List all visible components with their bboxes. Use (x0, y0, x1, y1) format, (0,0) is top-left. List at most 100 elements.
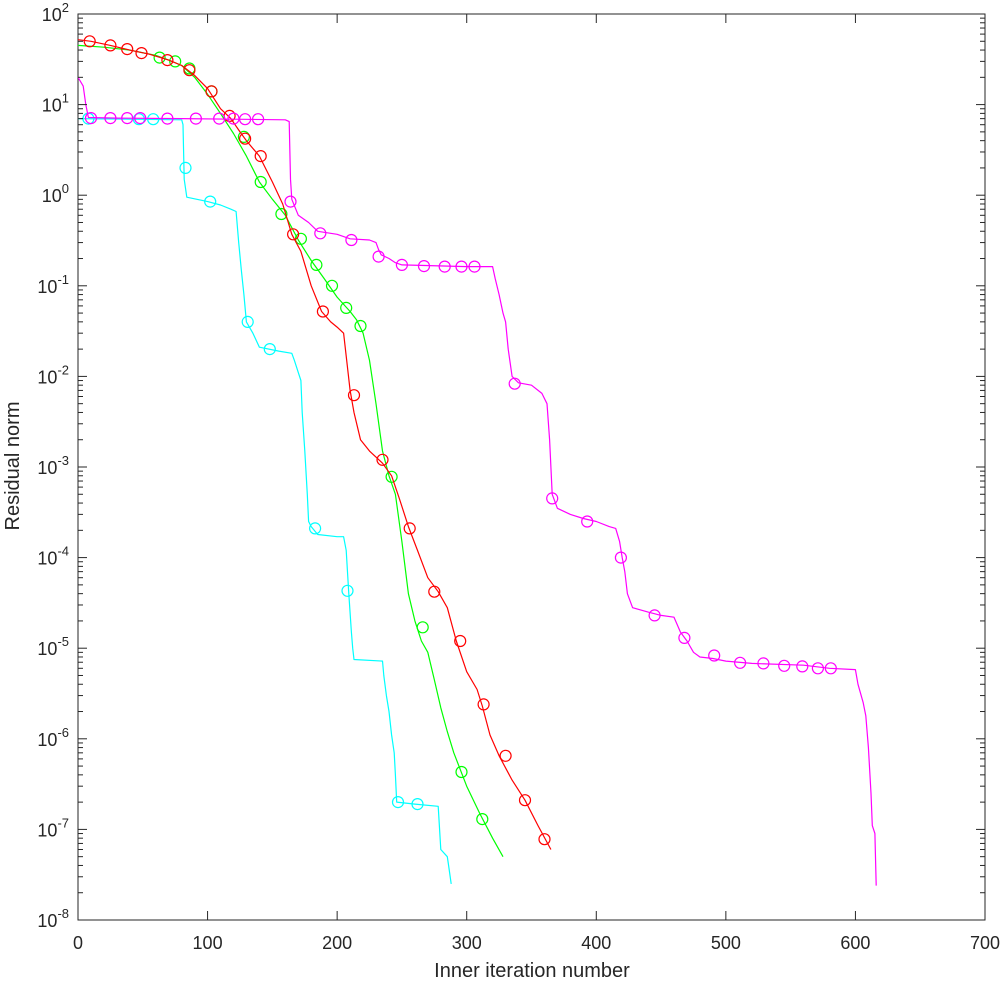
series-4-marker (161, 112, 174, 125)
series-3-marker (183, 64, 196, 77)
x-tick-label: 500 (711, 933, 741, 953)
series-3-marker (316, 305, 329, 318)
series-4-marker (648, 609, 661, 622)
series-4-marker (213, 112, 226, 125)
series-2-marker (455, 765, 468, 779)
series-1-marker (309, 522, 322, 535)
x-tick-label: 0 (73, 933, 83, 953)
series-4-marker (345, 233, 358, 247)
series-4-marker (121, 111, 134, 125)
series-3-marker (135, 46, 148, 60)
series-2-marker (325, 279, 339, 292)
series-1-marker (204, 195, 217, 208)
series-1-marker (179, 161, 192, 174)
series-1-marker (147, 113, 160, 126)
series-4-marker (757, 657, 770, 670)
plot-box (77, 13, 986, 921)
y-tick-label: 10-6 (37, 725, 69, 750)
y-tick-label: 101 (42, 91, 69, 116)
y-tick-label: 10-5 (37, 634, 69, 659)
series-2-marker (254, 175, 267, 189)
series-1-marker (411, 797, 424, 811)
series-4-line (78, 76, 877, 886)
axes-layer: 0 100 200 300 400 500 600 700 10-8 10-7 10-6 10-5 10… (37, 0, 1000, 953)
series-2-marker (237, 130, 250, 143)
series-4-marker (455, 260, 468, 273)
y-tick-label: 10-8 (37, 906, 69, 931)
series-4-marker (189, 112, 202, 125)
series-4-marker (417, 260, 431, 273)
series-4-marker (778, 659, 791, 672)
series-2 (78, 44, 504, 857)
series-4-marker (796, 660, 809, 673)
series-2-marker (385, 470, 398, 483)
series-2-marker (153, 51, 166, 64)
series-4-marker (614, 551, 628, 564)
series-3-marker (254, 150, 267, 163)
series-3-marker (518, 794, 532, 807)
series-4-marker (104, 111, 117, 125)
series-4 (78, 76, 877, 886)
series-4-marker (546, 492, 559, 505)
series-1-marker (241, 315, 254, 328)
x-tick-label: 100 (193, 933, 223, 953)
series-1-marker (132, 113, 145, 126)
series-3-marker (477, 698, 490, 711)
series-3-marker (454, 634, 467, 648)
series-4-marker (134, 111, 147, 125)
x-tick-label: 700 (970, 933, 1000, 953)
series-4-marker (284, 195, 297, 208)
series-2-marker (340, 301, 353, 314)
x-axis-label: Inner iteration number (434, 960, 630, 982)
series-4-marker (395, 258, 408, 271)
series-4-marker (508, 377, 521, 390)
series-3-marker (121, 42, 134, 56)
y-tick-label: 10-3 (37, 453, 69, 478)
y-tick-label: 10-1 (37, 272, 69, 297)
series-2-marker (169, 55, 182, 68)
series-1-marker (391, 795, 405, 809)
series-1-line (78, 118, 452, 884)
series-3-marker (347, 389, 361, 402)
series-4-marker (733, 656, 747, 669)
y-tick-label: 102 (42, 0, 69, 25)
series-4-marker (227, 112, 240, 125)
series-clip-group (78, 35, 877, 886)
x-tick-label: 200 (322, 933, 352, 953)
series-2-marker (354, 319, 367, 333)
series-2-line (78, 44, 504, 857)
y-axis-label: Residual norm (2, 402, 24, 531)
series-2-marker (416, 621, 429, 634)
series-2-marker (476, 812, 489, 826)
series-1 (78, 112, 452, 884)
series-1-marker (263, 343, 276, 356)
series-4-marker (314, 227, 327, 240)
series-4-marker (824, 662, 837, 675)
y-tick-label: 10-2 (37, 362, 69, 387)
x-tick-label: 400 (581, 933, 611, 953)
y-tick-label: 100 (42, 181, 69, 206)
y-tick-label: 10-7 (37, 815, 69, 840)
series-2-marker (275, 207, 288, 221)
series-layer (78, 35, 877, 886)
series-3-marker (428, 585, 441, 598)
series-3-marker (239, 132, 252, 145)
series-2-marker (310, 258, 323, 271)
series-3-marker (538, 833, 551, 846)
series-3 (78, 35, 552, 850)
series-4-marker (438, 260, 451, 273)
series-4-marker (468, 260, 481, 273)
series-4-marker (581, 515, 594, 528)
plot-area (77, 13, 986, 921)
series-4-marker (372, 250, 385, 263)
series-3-marker (104, 39, 117, 52)
series-3-marker (499, 749, 512, 762)
series-4-marker (708, 649, 721, 662)
series-3-marker (161, 53, 174, 67)
series-3-marker (287, 228, 300, 241)
series-1-marker (341, 584, 354, 597)
series-4-marker (239, 113, 252, 126)
y-tick-label: 10-4 (37, 544, 69, 569)
